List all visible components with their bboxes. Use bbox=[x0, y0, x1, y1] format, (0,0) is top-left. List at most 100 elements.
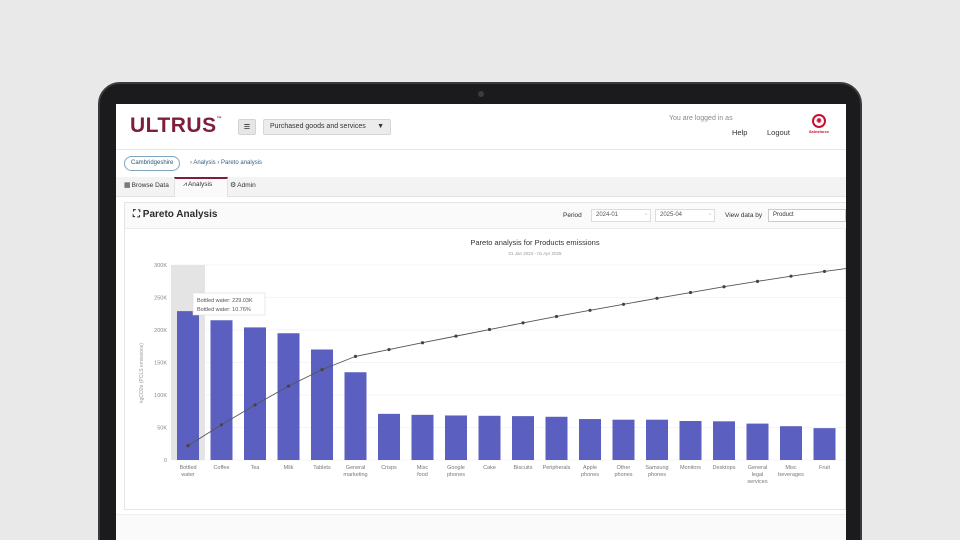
cumulative-point bbox=[253, 403, 257, 407]
partner-ring-icon: ◉ bbox=[812, 114, 826, 128]
y-tick-label: 300K bbox=[154, 263, 167, 269]
tooltip-line-1: Bottled water: 229.03K bbox=[197, 298, 253, 304]
x-tick-label: Samsung phones bbox=[645, 465, 668, 478]
camera-icon bbox=[478, 91, 484, 97]
laptop-frame: ULTRUS™ ≡ Purchased goods and services ▼… bbox=[98, 82, 862, 540]
x-tick-label: Apple phones bbox=[581, 465, 599, 478]
x-tick-label: Crisps bbox=[381, 465, 397, 471]
period-to-input[interactable]: 2025-04 ▫ bbox=[655, 209, 715, 222]
cumulative-point bbox=[755, 279, 760, 283]
x-tick-label: Tablets bbox=[313, 465, 331, 471]
tab-admin[interactable]: ⚙Admin bbox=[230, 182, 256, 189]
view-data-by-select[interactable]: Product bbox=[768, 209, 846, 222]
bar bbox=[277, 333, 300, 460]
bar bbox=[445, 415, 467, 460]
cumulative-line bbox=[186, 268, 846, 448]
cumulative-point bbox=[688, 290, 693, 295]
tab-analysis[interactable]: ⩘Analysis bbox=[183, 181, 213, 188]
x-tick-label: Misc food bbox=[417, 465, 429, 478]
chevron-down-icon: ▼ bbox=[377, 123, 384, 130]
bar bbox=[411, 414, 434, 460]
active-tab-indicator bbox=[174, 177, 228, 197]
cumulative-point bbox=[286, 384, 291, 388]
ultrus-logo[interactable]: ULTRUS™ bbox=[130, 114, 223, 137]
cumulative-point bbox=[353, 354, 358, 358]
help-link[interactable]: Help bbox=[732, 128, 748, 137]
x-tick-label: Coffee bbox=[213, 465, 229, 471]
org-pill[interactable]: Cambridgeshire bbox=[124, 156, 181, 171]
tooltip-box bbox=[192, 292, 266, 316]
panel-header: ⛶ Pareto Analysis Period 2024-01 ▫ 2025-0… bbox=[125, 203, 846, 229]
table-icon: ▦ bbox=[124, 182, 131, 189]
period-label: Period bbox=[563, 212, 582, 219]
x-tick-label: Desktops bbox=[713, 465, 736, 471]
bar bbox=[612, 419, 635, 460]
cumulative-point bbox=[789, 274, 793, 278]
cumulative-point bbox=[822, 269, 827, 274]
bar bbox=[679, 421, 702, 460]
cumulative-point bbox=[454, 334, 458, 338]
bars bbox=[177, 311, 836, 460]
cumulative-point bbox=[420, 341, 425, 345]
bar bbox=[344, 372, 367, 460]
cumulative-point bbox=[186, 444, 190, 448]
y-axis-label: kgCO2e (PCLS emissions) bbox=[139, 343, 145, 403]
bar bbox=[579, 419, 601, 460]
x-tick-label: Misc beverages bbox=[778, 465, 804, 478]
cumulative-point bbox=[588, 308, 592, 312]
breadcrumb-path[interactable]: › Analysis › Pareto analysis bbox=[190, 160, 263, 166]
tooltip: Bottled water: 229.03K Bottled water: 10… bbox=[192, 292, 266, 316]
bar bbox=[813, 428, 836, 460]
chart-subtitle: 01 Jan 2024 - 01 Apr 2025 bbox=[508, 251, 562, 256]
view-data-by-label: View data by bbox=[725, 212, 763, 219]
pareto-chart: Pareto analysis for Products emissions 0… bbox=[139, 238, 846, 485]
gear-icon: ⚙ bbox=[230, 182, 237, 189]
cumulative-point bbox=[722, 285, 726, 289]
y-tick-label: 50K bbox=[157, 426, 167, 432]
partner-logo: ◉ Salesforce bbox=[808, 114, 830, 140]
bar bbox=[378, 413, 400, 460]
calendar-icon: ▫ bbox=[708, 212, 711, 218]
x-tick-label: Bottled water bbox=[179, 465, 196, 478]
bar bbox=[177, 311, 199, 460]
cumulative-point bbox=[621, 302, 626, 306]
analysis-icon: ⩘ bbox=[183, 181, 187, 188]
cumulative-point bbox=[387, 347, 391, 352]
grid bbox=[171, 264, 846, 461]
bar bbox=[713, 421, 735, 460]
x-tick-label: Milk bbox=[284, 465, 294, 471]
top-bar: ULTRUS™ ≡ Purchased goods and services ▼… bbox=[116, 104, 846, 150]
x-tick-label: Biscuits bbox=[514, 465, 533, 471]
app-screen: ULTRUS™ ≡ Purchased goods and services ▼… bbox=[116, 104, 846, 540]
tooltip-line-2: Bottled water: 10.76% bbox=[197, 307, 251, 313]
tabs-bar: ▦Browse Data ⩘Analysis ⚙Admin bbox=[116, 177, 846, 197]
category-dropdown-value: Purchased goods and services bbox=[270, 123, 366, 130]
category-dropdown[interactable]: Purchased goods and services ▼ bbox=[263, 119, 391, 135]
hamburger-menu-icon[interactable]: ≡ bbox=[238, 119, 256, 135]
x-tick-label: Tea bbox=[251, 465, 261, 471]
bar bbox=[210, 320, 233, 460]
x-tick-label: General legal services bbox=[747, 465, 767, 485]
bar bbox=[478, 415, 501, 460]
y-tick-label: 100K bbox=[154, 393, 167, 399]
pareto-panel: ⛶ Pareto Analysis Period 2024-01 ▫ 2025-0… bbox=[124, 202, 846, 510]
x-tick-label: Fruit bbox=[819, 465, 830, 471]
x-tick-label: Peripherals bbox=[543, 465, 571, 471]
tab-browse-data[interactable]: ▦Browse Data bbox=[124, 182, 169, 189]
logout-link[interactable]: Logout bbox=[767, 128, 790, 137]
y-tick-label: 200K bbox=[154, 328, 167, 334]
bar bbox=[311, 349, 333, 460]
calendar-icon: ▫ bbox=[644, 212, 647, 218]
x-tick-label: Google phones bbox=[447, 465, 465, 478]
x-tick-label: Cake bbox=[483, 465, 496, 471]
x-tick-label: Other phones bbox=[614, 465, 632, 478]
y-tick-label: 150K bbox=[154, 361, 167, 367]
cumulative-point bbox=[655, 296, 659, 300]
cumulative-point bbox=[521, 321, 525, 325]
bar bbox=[512, 416, 534, 460]
chart-icon: ⛶ bbox=[133, 209, 140, 220]
period-from-input[interactable]: 2024-01 ▫ bbox=[591, 209, 651, 222]
x-ticks: Bottled water Coffee Tea Milk Tablets General m… bbox=[179, 465, 830, 485]
x-tick-label: General marketing bbox=[343, 465, 367, 478]
cumulative-point bbox=[219, 423, 224, 427]
